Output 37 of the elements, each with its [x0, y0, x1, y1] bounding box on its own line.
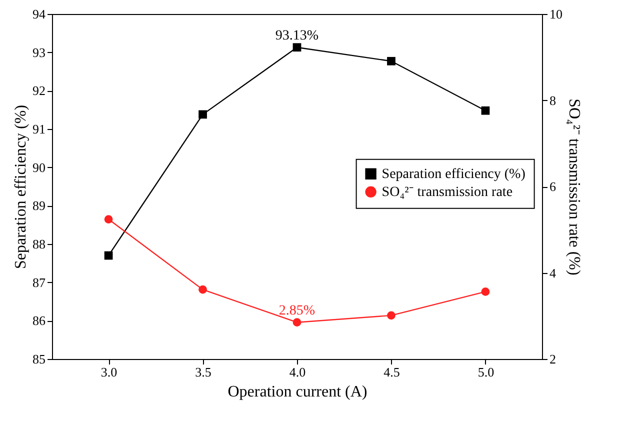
y2-tick-label: 10	[550, 6, 562, 22]
y-tick-label: 94	[32, 6, 46, 22]
y-tick-label: 86	[32, 313, 46, 328]
x-axis-title: Operation current (A)	[228, 384, 368, 400]
point	[198, 110, 207, 119]
point	[387, 56, 396, 66]
y2-tick-label: 8	[550, 92, 556, 108]
point	[292, 43, 302, 52]
y-tick-label: 93	[32, 44, 46, 60]
point	[292, 318, 302, 327]
legend-label: SO₄²⁻ transmission rate	[382, 184, 513, 200]
point	[481, 106, 490, 115]
point	[104, 215, 113, 224]
point	[481, 288, 490, 296]
legend-label: Separation efficiency (%)	[382, 166, 526, 182]
x-tick-label: 5.0	[478, 364, 494, 380]
point	[198, 285, 207, 294]
x-tick-label: 4.0	[289, 364, 306, 380]
x-tick-label: 3.0	[100, 364, 118, 380]
y-tick-label: 85	[32, 352, 46, 366]
y-tick-label: 89	[32, 198, 46, 214]
y-tick-label: 90	[32, 160, 46, 175]
y2-tick-label: 4	[550, 265, 556, 280]
y2-tick-label: 6	[550, 179, 556, 194]
y-axis-title: Separation efficiency (%)	[12, 104, 30, 270]
point	[387, 311, 396, 320]
point	[104, 251, 113, 260]
y2-tick-label: 2	[550, 352, 556, 366]
data-label: 93.13%	[275, 28, 319, 44]
data-label: 2.85%	[278, 303, 316, 318]
y2-axis-title: SO₄²⁻ transmission rate (%)	[566, 98, 582, 276]
y-tick-label: 88	[32, 236, 46, 252]
x-tick-label: 4.5	[384, 364, 400, 380]
x-tick-label: 3.5	[195, 364, 212, 380]
y-tick-label: 91	[32, 122, 46, 136]
y-tick-label: 92	[32, 83, 46, 98]
y-tick-label: 87	[32, 274, 46, 290]
